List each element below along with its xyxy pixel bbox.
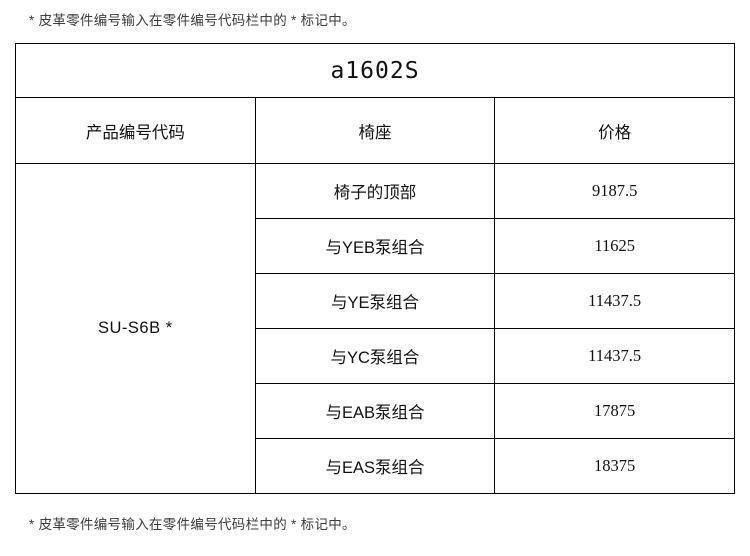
price-cell: 9187.5 xyxy=(494,163,735,219)
table-title: a1602S xyxy=(15,43,735,98)
price-cell: 11625 xyxy=(494,218,735,274)
seat-cell: 椅子的顶部 xyxy=(254,163,496,219)
column-header-price: 价格 xyxy=(494,97,735,164)
product-code-cell: SU-S6B * xyxy=(15,163,256,494)
seat-cell: 与YC泵组合 xyxy=(254,328,496,384)
title-row: a1602S xyxy=(15,43,735,98)
table-row: 与YC泵组合 11437.5 xyxy=(16,328,735,384)
price-cell: 11437.5 xyxy=(494,273,735,329)
header-row: 产品编号代码 椅座 价格 xyxy=(15,97,735,164)
price-table: a1602S 产品编号代码 椅座 价格 SU-S6B * 椅子的顶部 9187.… xyxy=(15,43,735,494)
column-header-product-code: 产品编号代码 xyxy=(15,97,256,164)
seat-cell: 与YE泵组合 xyxy=(254,273,496,329)
table-row: 与EAS泵组合 18375 xyxy=(16,438,735,494)
price-cell: 17875 xyxy=(494,383,735,439)
seat-cell: 与EAS泵组合 xyxy=(254,438,496,494)
table-row: 与YEB泵组合 11625 xyxy=(16,218,735,274)
bottom-note: * 皮革零件编号输入在零件编号代码栏中的 * 标记中。 xyxy=(29,517,356,532)
price-cell: 11437.5 xyxy=(494,328,735,384)
column-header-seat: 椅座 xyxy=(254,97,496,164)
seat-cell: 与YEB泵组合 xyxy=(254,218,496,274)
table-row: 与YE泵组合 11437.5 xyxy=(16,273,735,329)
price-cell: 18375 xyxy=(494,438,735,494)
top-note: * 皮革零件编号输入在零件编号代码栏中的 * 标记中。 xyxy=(29,13,356,28)
table-row: SU-S6B * 椅子的顶部 9187.5 xyxy=(15,163,735,494)
seat-cell: 与EAB泵组合 xyxy=(254,383,496,439)
table-row: 与EAB泵组合 17875 xyxy=(16,383,735,439)
